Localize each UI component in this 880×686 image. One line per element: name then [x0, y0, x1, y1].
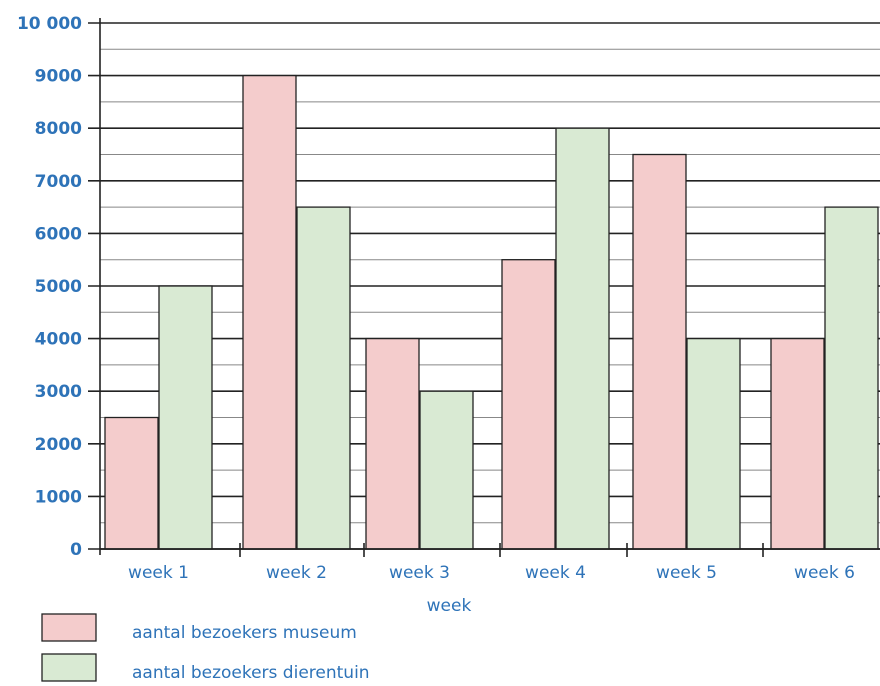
y-tick-label: 1000: [35, 487, 82, 507]
y-tick-label: 2000: [35, 435, 82, 455]
y-tick-label: 3000: [35, 382, 82, 402]
legend-swatch: [41, 613, 97, 642]
x-tick-label: week 3: [389, 563, 450, 583]
bar-museum-1: [104, 416, 159, 550]
x-tick-label: week 5: [656, 563, 717, 583]
bar-dierentuin-1: [158, 285, 213, 550]
grid-lines: [88, 22, 880, 550]
y-tick-label: 10 000: [17, 14, 82, 34]
bar-dierentuin-6: [824, 206, 879, 550]
y-tick-label: 0: [70, 540, 82, 560]
bar-museum-3: [365, 337, 420, 550]
bar-dierentuin-5: [686, 337, 741, 550]
x-axis-label: week: [427, 596, 472, 616]
legend-label: aantal bezoekers dierentuin: [132, 663, 370, 683]
legend-swatch: [41, 653, 97, 682]
bar-museum-4: [501, 259, 556, 550]
y-tick-label: 9000: [35, 67, 82, 87]
legend-label: aantal bezoekers museum: [132, 623, 357, 643]
bar-museum-2: [242, 74, 297, 550]
y-tick-label: 6000: [35, 224, 82, 244]
x-tick-label: week 1: [128, 563, 189, 583]
y-tick-label: 8000: [35, 119, 82, 139]
bar-dierentuin-4: [555, 127, 610, 550]
bars: [104, 74, 879, 550]
bar-dierentuin-3: [419, 390, 474, 550]
axes: [99, 18, 880, 557]
x-tick-label: week 6: [794, 563, 855, 583]
bar-museum-6: [770, 337, 825, 550]
y-tick-label: 5000: [35, 277, 82, 297]
y-tick-label: 4000: [35, 330, 82, 350]
y-tick-label: 7000: [35, 172, 82, 192]
y-tick-labels: 0 1000 2000 3000 4000 5000 6000 7000 8000 9000 10 …: [17, 14, 82, 560]
x-tick-label: week 2: [266, 563, 327, 583]
legend: aantal bezoekers museum aantal bezoekers …: [41, 613, 370, 683]
x-tick-labels: week 1 week 2 week 3 week 4 week 5 week 6: [128, 563, 855, 583]
bar-dierentuin-2: [296, 206, 351, 550]
bar-museum-5: [632, 153, 687, 550]
x-tick-label: week 4: [525, 563, 586, 583]
